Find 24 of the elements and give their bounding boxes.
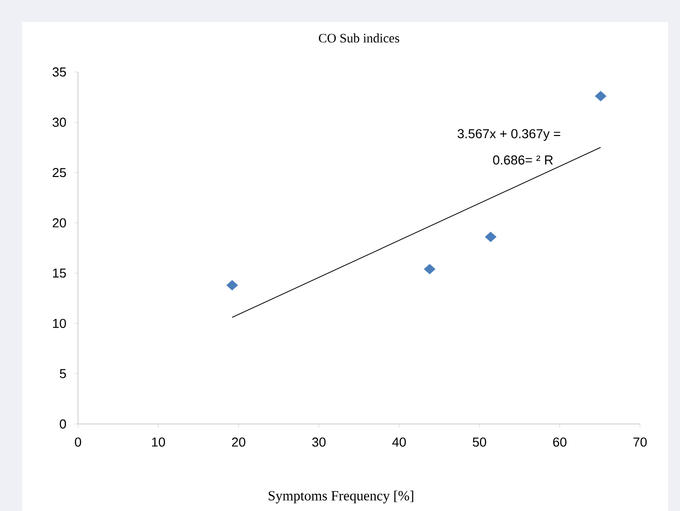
y-tick-label: 0 xyxy=(60,419,66,429)
point xyxy=(594,90,606,102)
x-tick-label: 20 xyxy=(232,438,246,447)
x-tick-label: 0 xyxy=(74,438,82,447)
x-tick-label: 60 xyxy=(553,438,566,447)
x-tick-label: 40 xyxy=(392,438,406,447)
x-tick-label: 10 xyxy=(152,438,165,447)
y-tick-label: 20 xyxy=(52,218,66,228)
chart-title: CO Sub indices xyxy=(318,33,400,43)
y-tick-label: 30 xyxy=(52,118,66,127)
x-tick-label: 30 xyxy=(312,438,326,447)
annotation: 3.567x + 0.367y = xyxy=(458,129,560,141)
x-tick-label: 70 xyxy=(633,438,647,447)
annotation: 0.686= ² R xyxy=(493,155,553,165)
y-tick-label: 25 xyxy=(52,168,66,178)
y-tick-label: 10 xyxy=(53,318,66,328)
y-tick-label: 15 xyxy=(53,268,66,278)
x-tick-label: 50 xyxy=(472,438,486,447)
x-axis-title: Symptoms Frequency [%] xyxy=(268,490,414,504)
point xyxy=(424,264,436,274)
y-tick-label: 5 xyxy=(60,369,66,378)
y-tick-label: 35 xyxy=(52,67,66,77)
point xyxy=(226,280,238,290)
point xyxy=(484,232,496,242)
